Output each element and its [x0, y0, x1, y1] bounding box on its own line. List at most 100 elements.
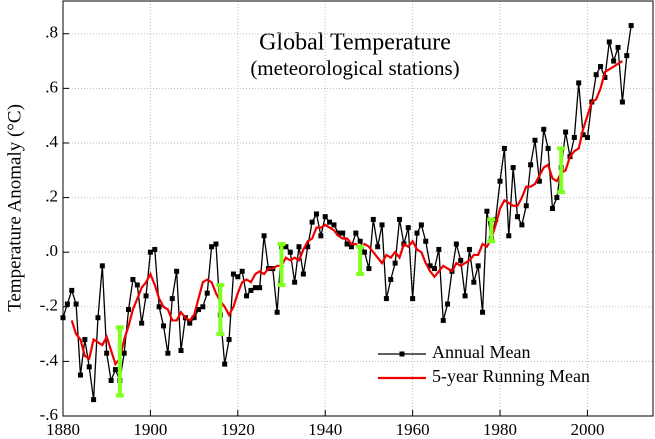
data-point [471, 279, 477, 285]
data-point [375, 244, 381, 250]
data-point [606, 39, 612, 45]
data-point [397, 216, 403, 222]
data-point [244, 293, 250, 299]
data-point [501, 145, 507, 151]
data-point [82, 337, 88, 343]
data-point [95, 315, 101, 321]
y-tick-label: -.6 [40, 405, 58, 424]
data-point [576, 80, 582, 86]
data-point [235, 274, 241, 280]
error-bar [216, 282, 225, 337]
data-point [178, 347, 184, 353]
data-point [126, 307, 132, 313]
data-point [64, 301, 70, 307]
data-point [209, 244, 215, 250]
data-point [528, 162, 534, 168]
data-point [300, 271, 306, 277]
data-point [357, 238, 363, 244]
x-tick-label: 1980 [483, 420, 517, 439]
data-point [313, 211, 319, 217]
error-bar [487, 217, 496, 244]
data-point [165, 350, 171, 356]
data-point [204, 290, 210, 296]
x-tick-label: 1900 [133, 420, 167, 439]
data-point [353, 230, 359, 236]
data-point [91, 397, 97, 403]
data-point [584, 135, 590, 141]
data-point [130, 276, 136, 282]
data-point [121, 350, 127, 356]
data-point [628, 23, 634, 29]
data-point [379, 222, 385, 228]
data-point [497, 178, 503, 184]
data-point [340, 230, 346, 236]
error-bar [277, 241, 286, 287]
data-point [370, 216, 376, 222]
data-point [318, 233, 324, 239]
data-point [475, 263, 481, 269]
data-point [506, 233, 512, 239]
y-axis-label: Temperature Anomaly (°C) [4, 104, 25, 312]
data-point [200, 304, 206, 310]
series-line [62, 25, 632, 400]
data-point [593, 72, 599, 78]
data-point [427, 263, 433, 269]
data-point [615, 44, 621, 50]
data-point [296, 244, 302, 250]
data-point [523, 203, 529, 209]
data-point [536, 178, 542, 184]
data-point [431, 266, 437, 272]
y-tick-label: .2 [45, 186, 58, 205]
data-point [466, 246, 472, 252]
plot-frame [62, 0, 654, 417]
data-point [161, 323, 167, 329]
data-point [195, 307, 201, 313]
data-point [69, 287, 75, 293]
error-bar [557, 146, 566, 195]
data-point [554, 195, 560, 201]
data-point [226, 337, 232, 343]
data-point [230, 271, 236, 277]
data-point [519, 222, 525, 228]
data-point [541, 126, 547, 132]
data-point [602, 74, 608, 80]
data-point [213, 241, 219, 247]
data-point [73, 301, 79, 307]
data-point [611, 58, 617, 64]
x-tick-label: 1940 [308, 420, 342, 439]
data-point [405, 225, 411, 231]
data-point [152, 246, 158, 252]
data-point [191, 315, 197, 321]
data-point [624, 53, 630, 59]
data-point [248, 287, 254, 293]
data-point [156, 304, 162, 310]
data-point [274, 309, 280, 315]
data-point [335, 230, 341, 236]
data-point [169, 296, 175, 302]
data-point [453, 241, 459, 247]
data-point [423, 238, 429, 244]
data-point [327, 219, 333, 225]
x-tick-label: 2000 [570, 420, 604, 439]
data-point [174, 268, 180, 274]
data-point [112, 367, 118, 373]
data-point [239, 268, 245, 274]
legend-label: Annual Mean [432, 342, 530, 362]
data-point [414, 230, 420, 236]
data-point [104, 350, 110, 356]
data-point [348, 244, 354, 250]
data-point [283, 244, 289, 250]
data-point [619, 99, 625, 105]
data-point [86, 364, 92, 370]
y-tick-label: .0 [45, 241, 58, 260]
data-point [515, 214, 521, 220]
data-point [571, 135, 577, 141]
data-point [108, 378, 114, 384]
y-tick-label: .4 [45, 132, 58, 151]
data-point [322, 214, 328, 220]
legend-marker [399, 351, 405, 357]
data-point [484, 208, 490, 214]
data-point [287, 249, 293, 255]
data-point [77, 372, 83, 378]
